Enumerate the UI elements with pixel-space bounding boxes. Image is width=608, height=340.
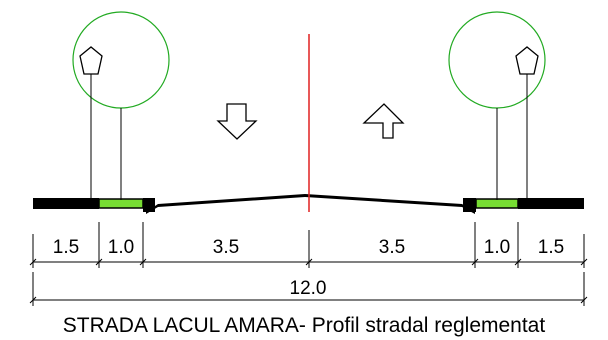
arrow-up-icon: [362, 103, 405, 139]
left-green-strip: [98, 198, 144, 209]
right-sidewalk: [518, 198, 584, 209]
segment-label-1: 1.5: [53, 237, 79, 258]
street-lamp-icon: [515, 46, 539, 198]
diagram-caption: STRADA LACUL AMARA- Profil stradal regle…: [63, 314, 546, 337]
segment-label-5: 1.0: [484, 237, 510, 258]
total-dimension: [29, 272, 588, 306]
segment-dimensions: [29, 222, 588, 268]
road-cross-section: [33, 194, 584, 214]
arrow-down-icon: [216, 103, 258, 140]
street-lamp-icon: [79, 46, 103, 198]
tree-icon: [448, 11, 546, 200]
carriageway: [146, 194, 475, 214]
left-curb: [143, 198, 155, 212]
right-green-strip: [475, 198, 519, 209]
total-width-label: 12.0: [290, 278, 327, 299]
segment-label-3: 3.5: [213, 237, 239, 258]
left-sidewalk: [33, 198, 99, 209]
segment-label-6: 1.5: [538, 237, 564, 258]
tree-icon: [72, 11, 170, 200]
segment-label-4: 3.5: [379, 237, 405, 258]
right-curb: [463, 198, 476, 212]
segment-label-2: 1.0: [108, 237, 134, 258]
